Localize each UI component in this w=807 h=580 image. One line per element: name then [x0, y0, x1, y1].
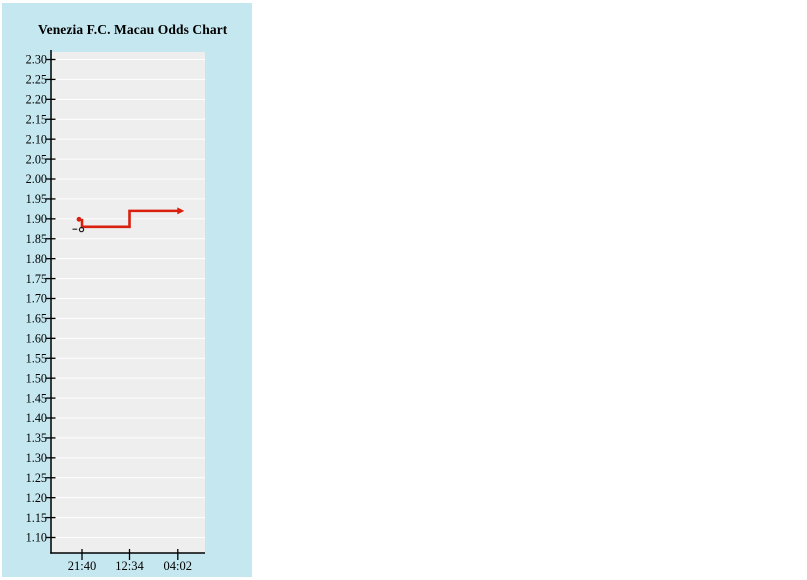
y-tick-label: 1.25	[26, 471, 47, 485]
y-tick-label: 2.20	[26, 93, 47, 107]
y-tick-label: 1.15	[26, 511, 47, 525]
y-tick-label: 2.05	[26, 152, 47, 166]
y-tick-label: 1.95	[26, 192, 47, 206]
y-tick-label: 1.45	[26, 391, 47, 405]
y-tick-label: 1.65	[26, 312, 47, 326]
y-tick-label: 1.75	[26, 272, 47, 286]
y-tick-label: 1.85	[26, 232, 47, 246]
x-tick-label: 12:34	[115, 559, 144, 573]
y-tick-label: 2.10	[26, 132, 47, 146]
odds-chart-panel: Venezia F.C. Macau Odds Chart 2.30 2.25 2.…	[2, 3, 252, 577]
plot-area	[51, 52, 205, 553]
y-tick-label: 1.60	[26, 332, 47, 346]
y-tick-label: 1.35	[26, 431, 47, 445]
y-tick-label: 1.40	[26, 411, 47, 425]
chart-title: Venezia F.C. Macau Odds Chart	[38, 22, 228, 37]
y-tick-label: 2.25	[26, 73, 47, 87]
end-arrow-marker	[177, 207, 185, 215]
y-tick-label: 1.20	[26, 491, 47, 505]
y-tick-label: 2.00	[26, 172, 47, 186]
y-tick-label: 2.30	[26, 53, 47, 67]
odds-chart-svg: 2.30 2.25 2.20 2.15 2.10 2.05 2.00 1.95 1.90 1.85…	[26, 50, 205, 573]
y-tick-label: 1.10	[26, 531, 47, 545]
y-tick-label: 1.90	[26, 212, 47, 226]
y-tick-label: 1.50	[26, 371, 47, 385]
start-dot-marker	[76, 216, 82, 222]
y-tick-label: 1.30	[26, 451, 47, 465]
y-tick-label: 1.70	[26, 292, 47, 306]
open-circle-marker	[78, 226, 85, 233]
x-tick-label: 21:40	[68, 559, 96, 573]
odds-line	[80, 209, 178, 229]
y-tick-label: 1.80	[26, 252, 47, 266]
x-tick-label: 04:02	[164, 559, 192, 573]
y-tick-label: 1.55	[26, 351, 47, 365]
y-tick-label: 2.15	[26, 112, 47, 126]
